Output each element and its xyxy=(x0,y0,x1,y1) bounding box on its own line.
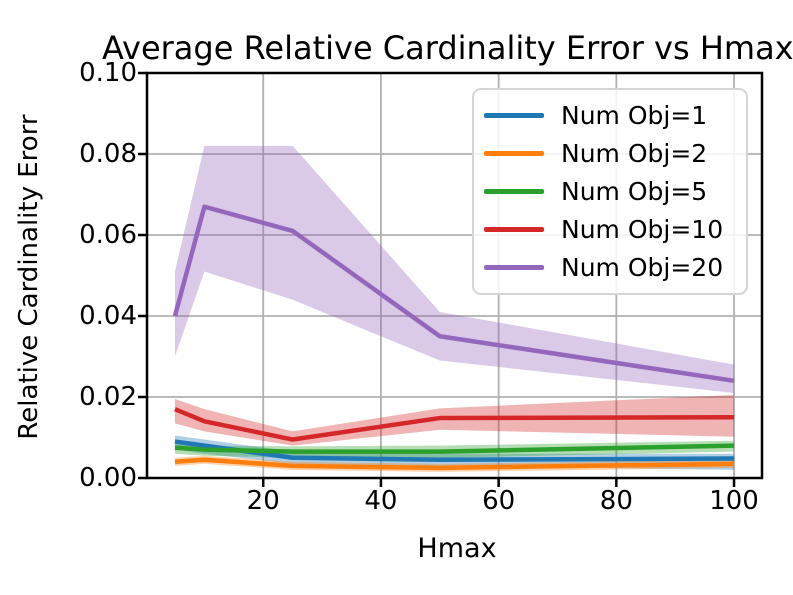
legend-line-icon-num-obj-2 xyxy=(484,150,544,156)
legend-item-num-obj-2: Num Obj=2 xyxy=(484,139,734,168)
y-tick-label-0.00: 0.00 xyxy=(79,463,137,493)
plot-spines xyxy=(145,71,764,480)
legend-line-icon-num-obj-5 xyxy=(484,188,544,194)
legend-item-num-obj-20: Num Obj=20 xyxy=(484,253,734,282)
x-tick-label-100: 100 xyxy=(709,486,759,516)
y-tick-label-0.08: 0.08 xyxy=(79,139,137,169)
series-line-num-obj-2 xyxy=(174,457,735,471)
legend-label-num-obj-1: Num Obj=1 xyxy=(561,100,708,130)
chart-title: Average Relative Cardinality Error vs Hm… xyxy=(102,29,793,67)
legend-label-num-obj-20: Num Obj=20 xyxy=(561,253,724,283)
y-tick-label-0.02: 0.02 xyxy=(79,382,137,412)
x-tick-label-60: 60 xyxy=(482,486,516,516)
y-tick-label-0.10: 0.10 xyxy=(79,58,137,88)
x-axis-label: Hmax xyxy=(417,533,497,564)
y-tick-label-0.06: 0.06 xyxy=(79,220,137,250)
legend: Num Obj=1 Num Obj=2 Num Obj=5 Num Obj=10 Num… xyxy=(472,88,748,295)
series-line-num-obj-20 xyxy=(172,204,735,384)
legend-item-num-obj-10: Num Obj=10 xyxy=(484,215,734,244)
series-line-num-obj-1 xyxy=(174,439,735,463)
legend-line-icon-num-obj-20 xyxy=(484,265,544,271)
legend-line-icon-num-obj-10 xyxy=(484,227,544,233)
band-num-obj-10 xyxy=(174,394,735,446)
series-line-num-obj-10 xyxy=(174,407,735,442)
x-tick-label-40: 40 xyxy=(364,486,398,516)
series-line-num-obj-5 xyxy=(174,443,735,454)
x-tick-label-80: 80 xyxy=(599,486,633,516)
legend-line-icon-num-obj-1 xyxy=(484,112,544,118)
x-tick-label-20: 20 xyxy=(246,486,280,516)
legend-label-num-obj-5: Num Obj=5 xyxy=(561,176,708,206)
legend-item-num-obj-5: Num Obj=5 xyxy=(484,177,734,206)
legend-label-num-obj-10: Num Obj=10 xyxy=(561,215,724,245)
legend-item-num-obj-1: Num Obj=1 xyxy=(484,101,734,130)
legend-label-num-obj-2: Num Obj=2 xyxy=(561,138,708,168)
band-num-obj-20 xyxy=(174,145,735,393)
y-tick-label-0.04: 0.04 xyxy=(79,301,137,331)
